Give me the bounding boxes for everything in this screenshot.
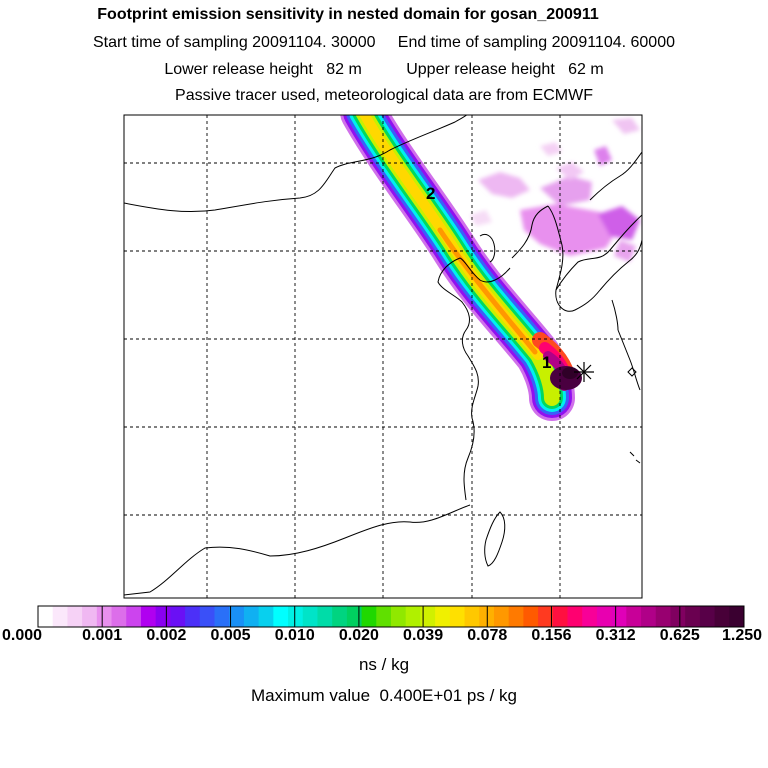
release-height-line: Lower release height 82 m Upper release … xyxy=(164,61,604,78)
tracer-info-line: Passive tracer used, meteorological data… xyxy=(175,87,593,104)
footprint-map xyxy=(123,114,643,599)
coastlines xyxy=(124,115,642,596)
colorbar-tick-label: 0.020 xyxy=(338,627,379,644)
colorbar-tick-label: 0.039 xyxy=(403,627,444,644)
plume xyxy=(340,115,576,421)
graticule xyxy=(124,115,642,598)
maximum-value: Maximum value 0.400E+01 ps / kg xyxy=(251,686,517,705)
colorbar-tick-label: 0.001 xyxy=(82,627,123,644)
colorbar-tick-label: 0.312 xyxy=(595,627,636,644)
colorbar-tick-label: 1.250 xyxy=(721,627,763,644)
sampling-time-line: Start time of sampling 20091104. 30000 E… xyxy=(92,34,675,51)
colorbar-tick-label: 0.625 xyxy=(659,627,700,644)
plume-label-2: 2 xyxy=(426,184,436,203)
plot-title: Footprint emission sensitivity in nested… xyxy=(97,6,599,23)
plume-label-1: 1 xyxy=(542,353,552,372)
colorbar-tick-label: 0.156 xyxy=(531,627,572,644)
receptor-star-icon xyxy=(574,362,594,382)
colorbar-tick-label: 0.005 xyxy=(210,627,251,644)
colorbar-tick-label: 0.010 xyxy=(274,627,315,644)
colorbar-tick-label: 0.002 xyxy=(146,627,187,644)
colorbar-tick-label: 0.000 xyxy=(1,627,43,644)
colorbar-units: ns / kg xyxy=(358,655,410,674)
colorbar-tick-label: 0.078 xyxy=(467,627,508,644)
sensitivity-patches xyxy=(470,118,640,262)
map-frame xyxy=(123,114,643,599)
